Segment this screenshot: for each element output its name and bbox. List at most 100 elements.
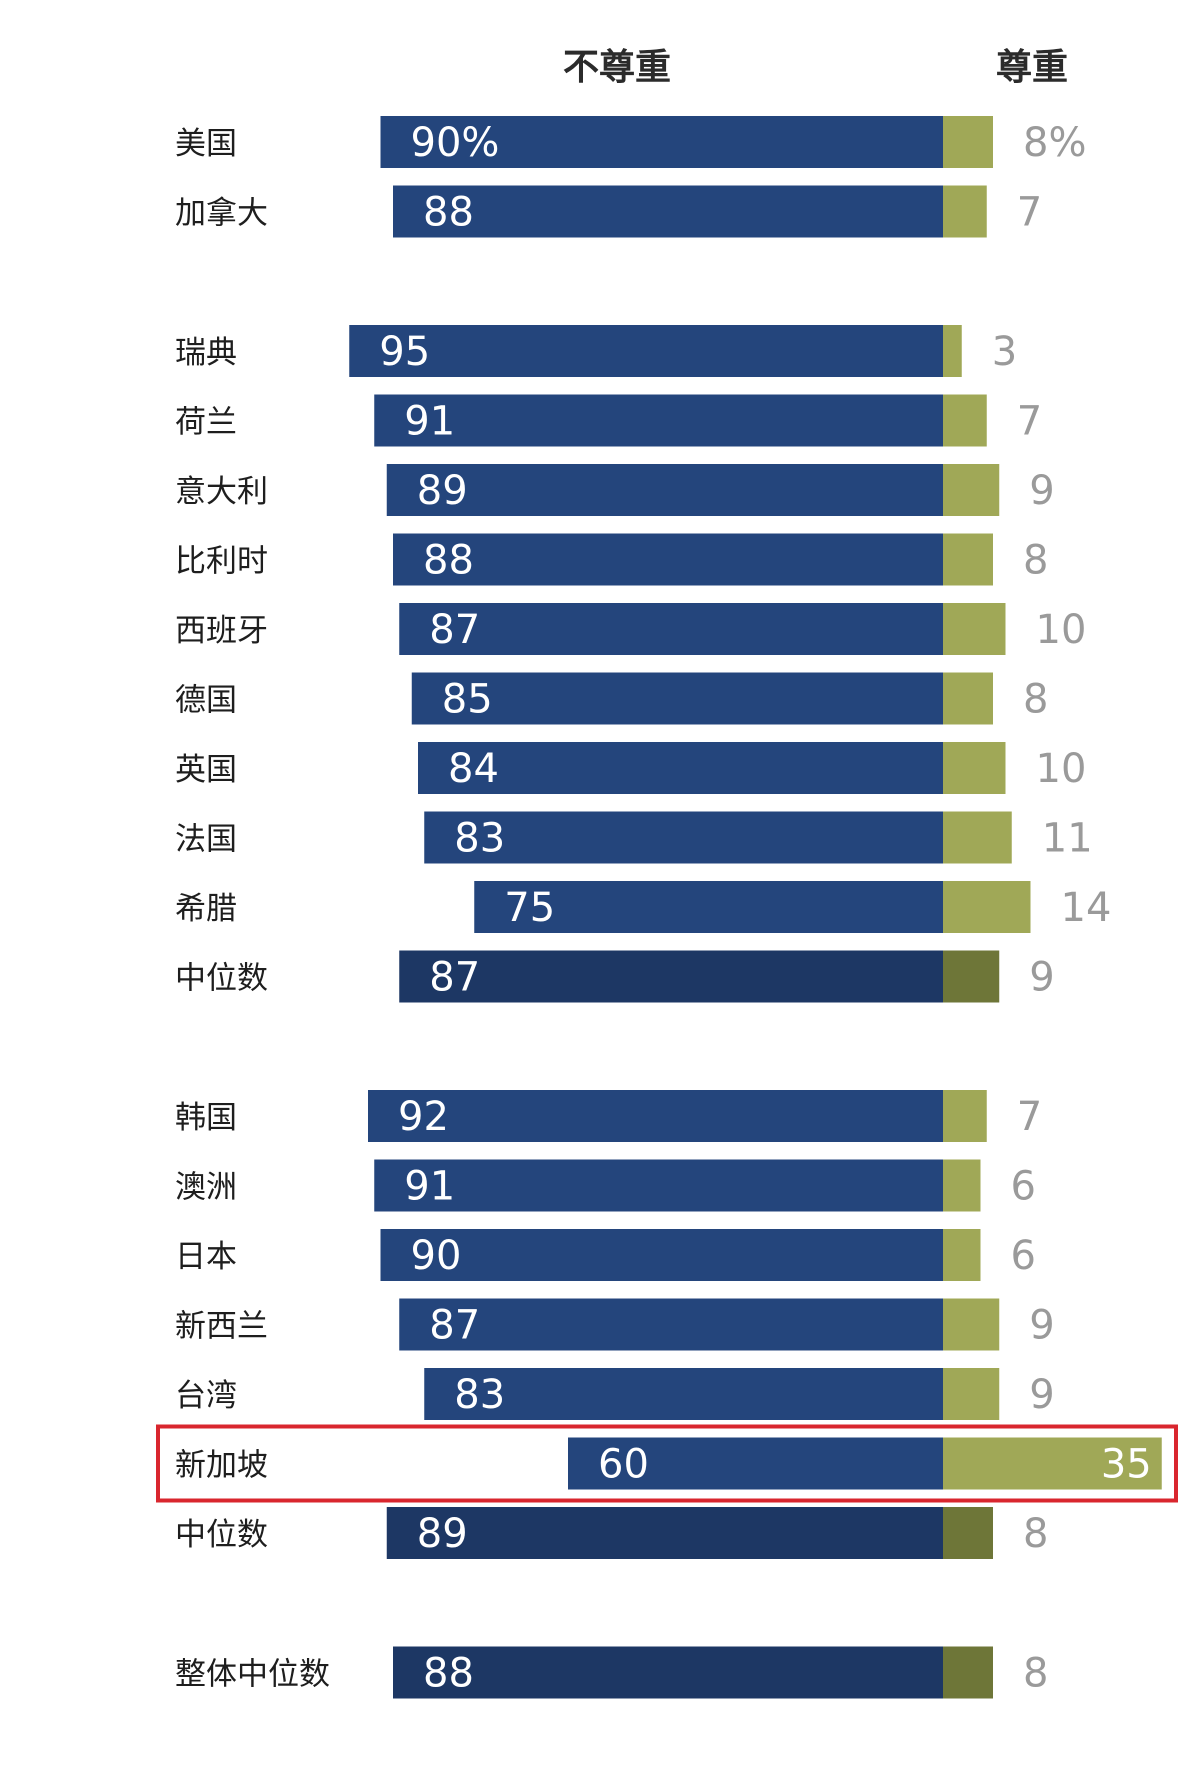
respect-value-label: 11 [1042,816,1093,862]
disrespect-bar [374,1159,943,1212]
respect-bar [943,672,993,725]
respect-value-label: 6 [1011,1164,1036,1210]
disrespect-value-label: 87 [429,607,480,653]
respect-bar [943,881,1031,933]
disrespect-bar [411,672,943,725]
respect-value-label: 8% [1023,120,1086,166]
respect-value-label: 7 [1017,399,1042,445]
respect-value-label: 8 [1023,1651,1048,1697]
disrespect-bar [474,881,943,933]
respect-value-label: 14 [1061,885,1112,931]
disrespect-bar [424,1368,943,1420]
respect-bar [943,1298,1000,1351]
country-label: 英国 [175,752,237,788]
country-label: 西班牙 [175,613,268,649]
respect-value-label: 10 [1036,607,1087,653]
respect-bar [943,533,993,586]
respect-value-label: 9 [1029,1303,1054,1349]
disrespect-bar [393,533,943,586]
country-label: 荷兰 [175,405,237,441]
country-label: 日本 [175,1239,237,1275]
respect-bar [943,185,987,238]
disrespect-value-label: 90 [411,1233,462,1279]
respect-value-label: 9 [1029,468,1054,514]
country-label: 新加坡 [175,1448,268,1484]
respect-value-label: 6 [1011,1233,1036,1279]
respect-bar [943,742,1006,794]
disrespect-bar [393,1646,943,1699]
disrespect-value-label: 92 [398,1094,449,1140]
country-label: 加拿大 [175,196,268,232]
respect-value-label: 8 [1023,1511,1048,1557]
country-label: 澳洲 [175,1170,237,1206]
disrespect-value-label: 87 [429,955,480,1001]
respect-value-label: 8 [1023,677,1048,723]
country-label: 中位数 [175,1517,268,1553]
respect-value-label: 7 [1017,1094,1042,1140]
disrespect-value-label: 91 [404,399,455,445]
country-label: 瑞典 [175,335,237,371]
respect-bar [943,1159,981,1212]
header-respect: 尊重 [996,47,1069,88]
disrespect-value-label: 95 [379,329,430,375]
country-label: 台湾 [175,1378,237,1414]
respect-bar [943,394,987,447]
disrespect-value-label: 88 [423,538,474,584]
respect-bar [943,464,1000,516]
disrespect-value-label: 83 [454,1372,505,1418]
country-label: 德国 [175,683,237,719]
country-label: 中位数 [175,961,268,997]
disrespect-bar [568,1437,943,1490]
disrespect-bar [386,464,943,516]
country-label: 韩国 [175,1100,237,1136]
disrespect-value-label: 88 [423,190,474,236]
respect-bar [943,1437,1162,1490]
disrespect-bar [386,1507,943,1559]
respect-value-label: 3 [992,329,1017,375]
disrespect-value-label: 85 [442,677,493,723]
respect-value-label: 7 [1017,190,1042,236]
disrespect-bar [399,1298,943,1351]
disrespect-bar [368,1090,943,1142]
disrespect-bar [349,325,943,377]
disrespect-value-label: 75 [504,885,555,931]
disrespect-value-label: 88 [423,1651,474,1697]
respect-value-label: 9 [1029,955,1054,1001]
respect-bar [943,1090,987,1142]
country-label: 意大利 [175,474,268,510]
disrespect-value-label: 89 [417,468,468,514]
country-label: 比利时 [175,544,268,580]
respect-bar [943,950,1000,1003]
respect-value-label: 10 [1036,746,1087,792]
header-disrespect: 不尊重 [563,47,672,88]
respect-bar [943,116,993,168]
disrespect-value-label: 89 [417,1511,468,1557]
disrespect-value-label: 87 [429,1303,480,1349]
disrespect-bar [374,394,943,447]
disrespect-bar [399,950,943,1003]
disrespect-bar [393,185,943,238]
disrespect-bar [424,811,943,864]
respect-value-label: 9 [1029,1372,1054,1418]
disrespect-value-label: 83 [454,816,505,862]
respect-bar [943,603,1006,655]
disrespect-bar [380,1229,943,1281]
respect-value-label: 8 [1023,538,1048,584]
disrespect-bar [418,742,943,794]
disrespect-value-label: 60 [598,1442,649,1488]
highlight-frame [156,1424,1178,1503]
country-label: 法国 [175,822,237,858]
country-label: 希腊 [175,891,237,927]
country-label: 美国 [175,126,237,162]
respect-bar [943,1229,981,1281]
respect-bar [943,811,1012,864]
disrespect-value-label: 84 [448,746,499,792]
respect-bar [943,1507,993,1559]
disrespect-bar [380,116,943,168]
disrespect-value-label: 90% [411,120,500,166]
respect-bar [943,1646,993,1699]
country-label: 整体中位数 [175,1657,330,1693]
country-label: 新西兰 [175,1309,268,1345]
respect-value-label: 35 [1101,1442,1152,1488]
